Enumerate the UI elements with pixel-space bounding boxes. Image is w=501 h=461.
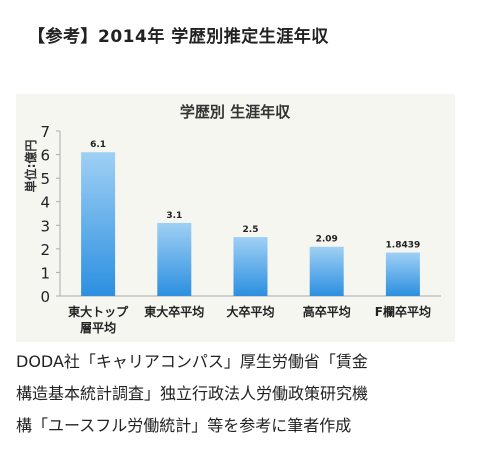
x-tick-label: F欄卒平均 [375, 304, 431, 319]
caption-line: 構「ユースフル労働統計」等を参考に筆者作成 [16, 416, 352, 435]
x-tick-label: 高卒平均 [303, 304, 351, 319]
data-label: 6.1 [90, 140, 106, 150]
y-tick-label: 7 [40, 123, 50, 141]
y-axis-label: 単位:億円 [23, 140, 38, 193]
chart-title: 学歴別 生涯年収 [180, 103, 291, 121]
bar [385, 252, 420, 296]
bar [309, 246, 344, 296]
y-tick-label: 3 [40, 217, 50, 235]
data-label: 2.09 [316, 235, 338, 245]
data-label: 2.5 [243, 225, 259, 235]
data-label: 3.1 [166, 211, 182, 221]
y-tick-label: 0 [40, 288, 50, 306]
chart-panel: 学歴別 生涯年収 単位:億円 0 1 2 3 4 5 6 7 6.1 東大トップ 層平均 3.1 東大卒… [16, 94, 455, 342]
caption-line: 構造基本統計調査」独立行政法人労働政策研究機 [16, 384, 369, 403]
y-tick-label: 5 [40, 170, 50, 188]
x-tick-label: 東大卒平均 [144, 304, 204, 319]
x-tick-label: 東大トップ [68, 304, 129, 319]
y-tick-label: 1 [40, 264, 50, 282]
source-caption: DODA社「キャリアコンパス」厚生労働省「賃金 構造基本統計調査」独立行政法人労… [16, 346, 486, 442]
x-tick-label: 層平均 [80, 320, 116, 335]
data-label: 1.8439 [386, 241, 421, 251]
bar [233, 237, 268, 296]
bar [157, 222, 192, 296]
x-tick-label: 大卒平均 [226, 304, 274, 319]
page-heading: 【参考】2014年 学歴別推定生涯年収 [28, 27, 329, 47]
bar [81, 152, 116, 296]
y-tick-label: 4 [40, 194, 50, 212]
y-tick-label: 2 [40, 241, 50, 259]
y-tick-label: 6 [40, 147, 50, 165]
caption-line: DODA社「キャリアコンパス」厚生労働省「賃金 [16, 352, 368, 371]
